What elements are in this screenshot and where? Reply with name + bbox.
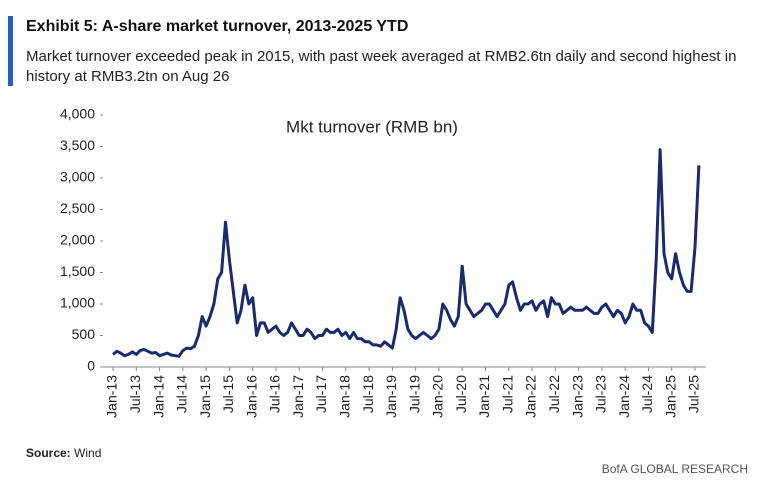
y-tick-label: 3,000 bbox=[60, 169, 95, 185]
x-tick-label: Jan-18 bbox=[337, 375, 353, 418]
x-tick-label: Jan-21 bbox=[476, 375, 492, 418]
y-tick-label: 2,500 bbox=[60, 200, 95, 216]
y-tick-label: 0 bbox=[87, 358, 95, 374]
x-tick-label: Jan-13 bbox=[104, 375, 120, 418]
x-tick-label: Jan-24 bbox=[616, 375, 632, 418]
x-tick-label: Jul-17 bbox=[313, 375, 329, 413]
x-tick-label: Jul-18 bbox=[360, 375, 376, 413]
y-tick-label: 500 bbox=[72, 326, 96, 342]
y-tick-label: 4,000 bbox=[60, 106, 95, 122]
x-tick-label: Jul-22 bbox=[546, 375, 562, 413]
x-tick-label: Jan-22 bbox=[523, 375, 539, 418]
x-tick-label: Jan-20 bbox=[430, 375, 446, 418]
brand: BofA GLOBAL RESEARCH bbox=[601, 462, 748, 476]
y-tick-label: 1,500 bbox=[60, 263, 95, 279]
series-label: Mkt turnover (RMB bn) bbox=[286, 117, 458, 136]
accent-bar bbox=[8, 16, 13, 86]
x-tick-label: Jul-15 bbox=[220, 375, 236, 413]
x-tick-label: Jul-19 bbox=[406, 375, 422, 413]
x-tick-label: Jul-23 bbox=[593, 375, 609, 413]
x-tick-label: Jul-24 bbox=[639, 375, 655, 413]
x-tick-label: Jul-21 bbox=[499, 375, 515, 413]
source-label: Source: bbox=[26, 446, 71, 460]
y-tick-label: 1,000 bbox=[60, 295, 95, 311]
source-text: Wind bbox=[74, 446, 102, 460]
chart-subtitle: Market turnover exceeded peak in 2015, w… bbox=[26, 48, 737, 85]
y-tick-label: 2,000 bbox=[60, 232, 95, 248]
y-tick-label: 3,500 bbox=[60, 137, 95, 153]
x-tick-label: Jan-19 bbox=[383, 375, 399, 418]
x-tick-label: Jul-16 bbox=[267, 375, 283, 413]
series-line bbox=[112, 148, 701, 358]
chart-title: Exhibit 5: A-share market turnover, 2013… bbox=[26, 18, 409, 35]
x-tick-label: Jul-20 bbox=[453, 375, 469, 413]
source: Source: Wind bbox=[26, 446, 101, 460]
x-tick-label: Jul-14 bbox=[174, 375, 190, 413]
x-tick-label: Jan-23 bbox=[569, 375, 585, 418]
x-tick-label: Jan-14 bbox=[150, 375, 166, 418]
x-tick-label: Jul-25 bbox=[686, 375, 702, 413]
x-tick-label: Jan-15 bbox=[197, 375, 213, 418]
x-tick-label: Jan-16 bbox=[243, 375, 259, 418]
x-tick-label: Jul-13 bbox=[127, 375, 143, 413]
x-tick-label: Jan-25 bbox=[662, 375, 678, 418]
x-tick-label: Jan-17 bbox=[290, 375, 306, 418]
